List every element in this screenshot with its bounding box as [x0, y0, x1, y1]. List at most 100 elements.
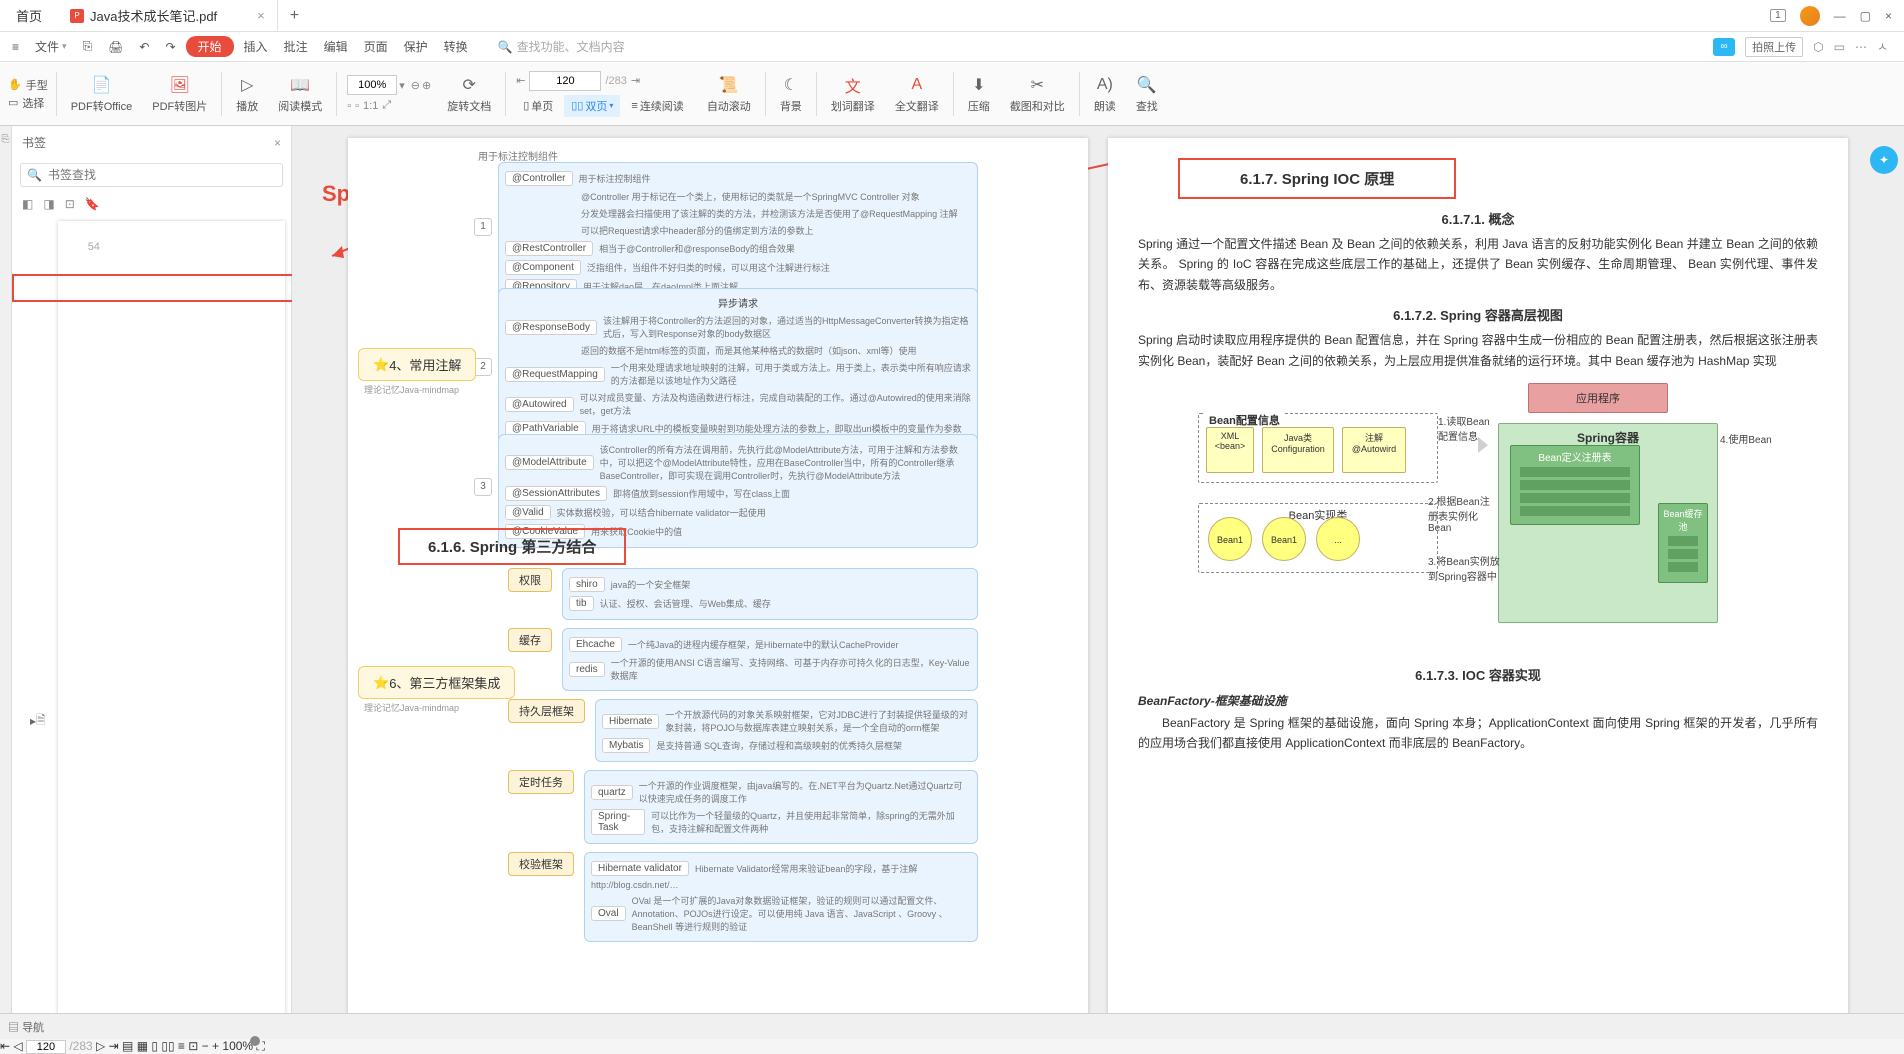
d-c2: Bean1: [1262, 517, 1306, 561]
flow-item-detail: Hibernate Validator经常用来验证bean的字段，基于注解: [695, 862, 917, 875]
p-6171: Spring 通过一个配置文件描述 Bean 及 Bean 之间的依赖关系，利用…: [1138, 234, 1818, 295]
mindmap-row: 可以把Request请求中header部分的值绑定到方法的参数上: [505, 222, 971, 239]
collapse-ribbon-icon[interactable]: ㅅ: [1877, 38, 1888, 55]
bookmark-list[interactable]: ▸🗎4. JAVA多线程并发54▸🗎5. JAVA基础101▸🗎6. Sprin…: [12, 217, 291, 1013]
nav-toggle[interactable]: ▤ 导航: [8, 1019, 44, 1035]
full-translate[interactable]: A全文翻译: [885, 72, 949, 116]
tool-icon-4[interactable]: ↷: [159, 37, 181, 57]
fit-page-icon[interactable]: ▫: [355, 100, 359, 112]
continuous-read[interactable]: ≡连续阅读: [624, 95, 690, 117]
hand-tool[interactable]: ✋手型: [8, 77, 48, 93]
single-page[interactable]: ▯单页: [516, 95, 560, 117]
menu-insert[interactable]: 插入: [238, 35, 274, 58]
bookmark-search[interactable]: 🔍: [20, 163, 283, 187]
bm-tool-1[interactable]: ◧: [22, 197, 33, 211]
menu-search[interactable]: 🔍 查找功能、文档内容: [498, 38, 625, 55]
mm-detail: 相当于@Controller和@responseBody的组合效果: [599, 242, 795, 255]
close-tab-icon[interactable]: ×: [257, 8, 265, 23]
bm-tool-2[interactable]: ◨: [43, 197, 54, 211]
flow-item: redis一个开源的使用ANSI C语言编写、支持网络、可基于内存亦可持久化的日…: [569, 654, 971, 684]
menu-annotate[interactable]: 批注: [278, 35, 314, 58]
status-zoom-out[interactable]: −: [202, 1039, 209, 1053]
tool-icon-2[interactable]: 🖨: [102, 37, 129, 57]
status-view-2[interactable]: ▦: [137, 1039, 148, 1053]
mindmap-row: 返回的数据不是html标签的页面，而是其他某种格式的数据时（如json、xml等…: [505, 342, 971, 359]
compress[interactable]: ⬇压缩: [958, 72, 1000, 116]
flow-item-detail: OVal 是一个可扩展的Java对象数据验证框架，验证的规则可以通过配置文件、A…: [632, 894, 971, 933]
new-tab-button[interactable]: +: [278, 7, 311, 25]
status-zoom-in[interactable]: +: [212, 1039, 219, 1053]
flow-category: 定时任务: [508, 770, 574, 794]
skin-icon[interactable]: ⬡: [1813, 40, 1823, 54]
status-view-1[interactable]: ▤: [122, 1039, 133, 1053]
zoom-out-icon[interactable]: ⊖: [411, 79, 420, 92]
mm-detail: 可以把Request请求中header部分的值绑定到方法的参数上: [581, 224, 814, 237]
minimize-icon[interactable]: —: [1834, 9, 1846, 23]
bm-tool-3[interactable]: ⊡: [65, 197, 75, 211]
float-assistant-button[interactable]: ✦: [1870, 146, 1898, 174]
auto-scroll[interactable]: 📜自动滚动: [697, 72, 761, 116]
fit-icon[interactable]: ⤢: [382, 99, 391, 112]
close-window-icon[interactable]: ×: [1885, 9, 1892, 23]
menu-icon[interactable]: ≡: [6, 37, 25, 57]
zoom-dropdown-icon[interactable]: ▾: [399, 79, 405, 92]
actual-size-icon[interactable]: 1:1: [363, 100, 378, 112]
status-last-icon[interactable]: ⇥: [109, 1039, 119, 1053]
status-next-icon[interactable]: ▷: [96, 1039, 105, 1053]
user-avatar[interactable]: [1800, 6, 1820, 26]
status-prev-icon[interactable]: ◁: [13, 1039, 22, 1053]
maximize-icon[interactable]: ▢: [1860, 9, 1871, 23]
flow-item-detail: 一个开源的使用ANSI C语言编写、支持网络、可基于内存亦可持久化的日志型，Ke…: [611, 656, 971, 682]
file-menu[interactable]: 文件▾: [29, 35, 73, 58]
document-viewport[interactable]: Spring原理 用于标注控制组件 @Controller用于标注控制组件@Co…: [292, 126, 1904, 1013]
home-tab[interactable]: 首页: [0, 0, 58, 31]
settings-icon[interactable]: ▭: [1834, 40, 1845, 54]
word-translate[interactable]: 文划词翻译: [821, 72, 885, 116]
flow-item-tag: Oval: [591, 906, 626, 921]
zoom-in-icon[interactable]: ⊕: [422, 79, 431, 92]
fit-width-icon[interactable]: ▫: [347, 100, 351, 112]
status-view-3[interactable]: ▯: [151, 1039, 158, 1053]
tool-icon-1[interactable]: ⎘: [77, 36, 99, 57]
upload-button[interactable]: 拍照上传: [1745, 37, 1803, 57]
find[interactable]: 🔍查找: [1126, 72, 1168, 116]
close-sidebar-icon[interactable]: ×: [274, 136, 281, 150]
bookmark-item[interactable]: ▸🗎4. JAVA多线程并发54: [12, 217, 291, 1013]
status-first-icon[interactable]: ⇤: [0, 1039, 10, 1053]
status-view-6[interactable]: ⊡: [188, 1039, 198, 1053]
last-page-icon[interactable]: ⇥: [631, 74, 640, 87]
cloud-icon[interactable]: ∞: [1713, 38, 1735, 56]
pdf-to-image[interactable]: 🖼PDF转图片: [142, 72, 217, 116]
read-mode[interactable]: 📖阅读模式: [268, 72, 332, 116]
read-aloud[interactable]: A)朗读: [1084, 72, 1126, 116]
status-view-5[interactable]: ≡: [178, 1039, 185, 1053]
edge-icon[interactable]: ⎘: [2, 134, 10, 145]
flow-item-detail: 一个开放源代码的对象关系映射框架，它对JDBC进行了封装提供轻量级的对象封装，将…: [665, 708, 971, 734]
tool-icon-3[interactable]: ↶: [133, 37, 155, 57]
menu-edit[interactable]: 编辑: [318, 35, 354, 58]
flow-item: Hibernate validatorHibernate Validator经常…: [591, 859, 971, 878]
background[interactable]: ☾背景: [770, 72, 812, 116]
menu-protect[interactable]: 保护: [398, 35, 434, 58]
play-button[interactable]: ▷播放: [226, 72, 268, 116]
status-view-4[interactable]: ▯▯: [161, 1039, 174, 1053]
zoom-input[interactable]: [347, 75, 397, 95]
bookmark-search-input[interactable]: [48, 168, 276, 182]
select-tool[interactable]: ▭选择: [8, 95, 48, 111]
menu-convert[interactable]: 转换: [438, 35, 474, 58]
double-page[interactable]: ▯▯双页▾: [564, 95, 620, 117]
flow-item-tag: shiro: [569, 577, 605, 592]
crop-compare[interactable]: ✂截图和对比: [1000, 72, 1075, 116]
status-page-input[interactable]: [26, 1040, 66, 1054]
rotate-doc[interactable]: ⟳旋转文档: [437, 72, 501, 116]
d-pool: Bean缓存池: [1658, 503, 1708, 583]
notify-badge[interactable]: 1: [1770, 9, 1786, 22]
bm-tool-4[interactable]: 🔖: [85, 197, 100, 211]
begin-tab[interactable]: 开始: [186, 36, 234, 57]
pdf-to-office[interactable]: 📄PDF转Office: [61, 72, 143, 116]
menu-page[interactable]: 页面: [358, 35, 394, 58]
more-icon[interactable]: ⋯: [1855, 40, 1867, 54]
file-tab[interactable]: P Java技术成长笔记.pdf ×: [58, 0, 278, 31]
page-input[interactable]: [529, 71, 601, 91]
first-page-icon[interactable]: ⇤: [516, 74, 525, 87]
